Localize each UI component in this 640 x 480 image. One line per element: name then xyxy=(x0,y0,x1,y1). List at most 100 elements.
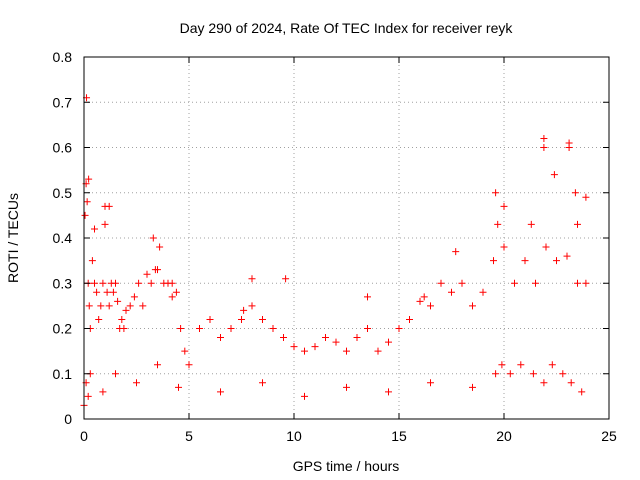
data-point xyxy=(133,379,140,387)
y-tick-label: 0.6 xyxy=(53,140,73,156)
data-point xyxy=(469,383,476,391)
data-point xyxy=(492,370,500,378)
data-point xyxy=(574,220,581,228)
data-point xyxy=(452,248,460,256)
data-point xyxy=(563,252,571,260)
data-point xyxy=(578,388,586,396)
data-point xyxy=(427,302,434,310)
data-point xyxy=(181,347,189,355)
data-point xyxy=(332,338,340,346)
data-point xyxy=(548,361,556,369)
data-point xyxy=(84,392,92,400)
data-point xyxy=(406,315,413,323)
data-point xyxy=(500,202,508,210)
data-point xyxy=(217,388,224,396)
y-tick-label: 0.3 xyxy=(53,275,73,291)
data-point xyxy=(147,279,155,287)
data-point xyxy=(529,370,537,378)
data-point xyxy=(91,279,98,287)
data-point xyxy=(469,302,476,310)
data-point xyxy=(427,379,434,387)
data-point xyxy=(571,189,579,197)
data-point xyxy=(498,361,506,369)
data-point xyxy=(85,302,93,310)
data-point xyxy=(135,279,143,287)
data-point xyxy=(143,270,151,278)
y-tick-label: 0.4 xyxy=(53,230,73,246)
data-point xyxy=(172,288,180,296)
data-point xyxy=(582,279,590,287)
y-tick-label: 0.1 xyxy=(53,366,73,382)
data-point xyxy=(227,325,235,332)
data-point xyxy=(280,334,287,342)
data-point xyxy=(574,279,581,287)
data-point xyxy=(259,315,266,323)
data-point xyxy=(290,343,298,351)
y-tick-label: 0 xyxy=(64,411,72,427)
data-point xyxy=(112,279,119,287)
data-point xyxy=(149,234,157,242)
data-point xyxy=(343,347,350,355)
data-point xyxy=(217,334,224,342)
data-point xyxy=(95,315,103,323)
data-point xyxy=(385,388,392,396)
data-point xyxy=(458,279,466,287)
data-point xyxy=(154,266,161,274)
data-point xyxy=(101,220,109,228)
x-axis-label: GPS time / hours xyxy=(293,458,400,474)
data-point xyxy=(120,325,128,332)
data-point xyxy=(311,343,319,351)
data-point xyxy=(112,370,119,378)
data-point xyxy=(343,383,350,391)
data-point xyxy=(567,379,575,387)
data-point xyxy=(105,202,113,210)
data-point xyxy=(490,257,497,265)
data-point xyxy=(118,315,126,323)
data-point xyxy=(385,338,392,346)
x-tick-label: 20 xyxy=(496,428,512,444)
x-tick-label: 0 xyxy=(80,428,88,444)
data-point xyxy=(93,288,101,296)
y-tick-label: 0.8 xyxy=(53,49,73,65)
data-point xyxy=(269,325,277,332)
y-tick-labels: 0 0.1 0.2 0.3 0.4 0.5 0.6 0.7 0.8 xyxy=(53,49,73,427)
data-point xyxy=(154,361,161,369)
data-point xyxy=(99,279,107,287)
data-point xyxy=(479,288,487,296)
x-tick-label: 25 xyxy=(601,428,617,444)
data-point xyxy=(521,257,529,265)
data-point xyxy=(527,220,535,228)
data-point xyxy=(81,211,89,219)
data-point xyxy=(437,279,445,287)
x-tick-label: 5 xyxy=(185,428,193,444)
y-tick-label: 0.5 xyxy=(53,185,73,201)
data-point xyxy=(206,315,214,323)
data-point xyxy=(126,302,134,310)
data-point xyxy=(259,379,266,387)
data-point xyxy=(248,302,256,310)
y-tick-label: 0.7 xyxy=(53,94,73,110)
axis-ticks xyxy=(83,56,610,420)
data-point xyxy=(550,171,558,179)
data-point xyxy=(301,392,308,400)
data-point xyxy=(492,189,500,197)
data-point xyxy=(353,334,361,342)
data-point xyxy=(175,383,182,391)
grid-lines xyxy=(84,57,609,419)
data-point xyxy=(130,293,138,301)
data-point xyxy=(88,257,96,265)
data-point xyxy=(582,193,590,201)
data-point xyxy=(139,302,147,310)
data-point xyxy=(374,347,382,355)
data-point xyxy=(420,293,428,301)
data-point xyxy=(532,279,539,287)
data-point xyxy=(103,288,111,296)
data-point xyxy=(83,198,91,206)
data-point xyxy=(500,243,508,251)
data-point xyxy=(448,288,455,296)
data-point xyxy=(517,361,525,369)
x-tick-label: 15 xyxy=(391,428,407,444)
data-point xyxy=(540,379,548,387)
